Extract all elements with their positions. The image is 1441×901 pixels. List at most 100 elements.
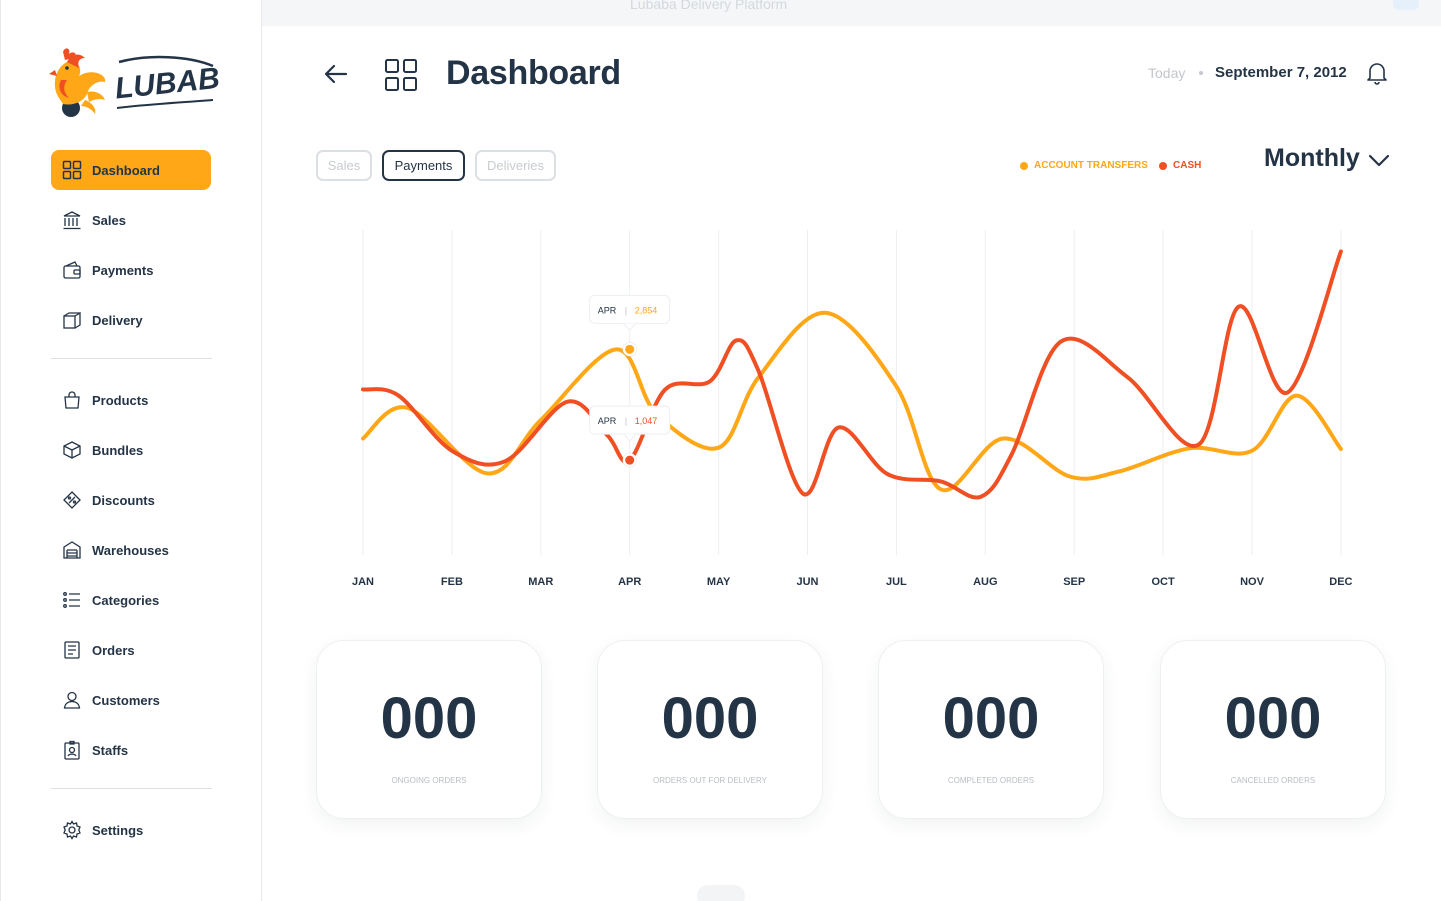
- legend-account-transfers: ACCOUNT TRANSFERS: [1020, 160, 1148, 171]
- legend-dot: [1159, 161, 1167, 170]
- x-tick-label: APR: [618, 576, 641, 588]
- back-arrow-icon[interactable]: [322, 60, 350, 88]
- sidebar-item-settings[interactable]: Settings: [51, 810, 211, 850]
- stat-card-orders-out-for-delivery[interactable]: 000 ORDERS OUT FOR DELIVERY: [597, 640, 823, 819]
- payments-line-chart: JAN FEB MAR APR MAY JUN JUL AUG SEP OCT NOV DEC APR |…: [352, 230, 1353, 588]
- x-tick-label: MAR: [528, 576, 553, 588]
- tab-sales[interactable]: Sales: [316, 150, 372, 181]
- sidebar-item-discounts[interactable]: Discounts: [51, 480, 211, 520]
- sidebar-item-label: Settings: [92, 822, 144, 838]
- tooltip-account-transfers: APR | 2,854: [589, 294, 671, 357]
- window-close-button[interactable]: [1393, 0, 1419, 10]
- discount-tag-icon: [61, 489, 83, 511]
- tooltip-divider: |: [625, 305, 627, 315]
- notification-bell-icon[interactable]: [1366, 61, 1388, 85]
- warehouse-icon: [61, 539, 83, 561]
- lubaba-logo: LUBABA: [49, 48, 219, 117]
- legend-cash: CASH: [1159, 160, 1201, 171]
- tab-payments[interactable]: Payments: [382, 150, 465, 181]
- sidebar-item-label: Dashboard: [92, 162, 160, 178]
- shopping-bag-icon: [61, 389, 83, 411]
- sidebar: LUBABA Dashboard Sales Payments Delivery…: [0, 0, 262, 901]
- stat-value: 000: [380, 686, 478, 751]
- wallet-icon: [61, 259, 83, 281]
- sidebar-divider: [51, 358, 212, 359]
- chevron-down-icon[interactable]: [1368, 152, 1390, 168]
- list-icon: [61, 589, 83, 611]
- tooltip-divider: |: [625, 416, 627, 426]
- sidebar-item-products[interactable]: Products: [51, 380, 211, 420]
- data-point-account-transfers[interactable]: [625, 344, 635, 354]
- gear-icon: [61, 819, 83, 841]
- rooster-logo-icon: [49, 48, 106, 117]
- tooltip-cash: APR | 1,047: [589, 405, 671, 468]
- sidebar-item-payments[interactable]: Payments: [51, 250, 211, 290]
- x-tick-label: OCT: [1151, 576, 1175, 588]
- page-title: Dashboard: [446, 54, 621, 92]
- sidebar-item-label: Sales: [92, 212, 126, 228]
- tab-deliveries[interactable]: Deliveries: [475, 150, 556, 181]
- x-tick-label: JUN: [796, 576, 818, 588]
- tooltip-pointer: [623, 323, 637, 332]
- package-icon: [61, 439, 83, 461]
- series-line-account-transfers: [361, 310, 1343, 493]
- stat-caption: CANCELLED ORDERS: [1230, 776, 1316, 785]
- current-date: September 7, 2012: [1215, 64, 1347, 81]
- stat-caption: ORDERS OUT FOR DELIVERY: [653, 776, 767, 785]
- date-separator: [1199, 71, 1203, 75]
- x-tick-label: JAN: [352, 576, 374, 588]
- stat-value: 000: [661, 686, 759, 751]
- sidebar-item-delivery[interactable]: Delivery: [51, 300, 211, 340]
- series-line-cash: [361, 249, 1343, 500]
- legend-label: ACCOUNT TRANSFERS: [1034, 160, 1148, 171]
- sidebar-item-bundles[interactable]: Bundles: [51, 430, 211, 470]
- delivery-box-icon: [61, 309, 83, 331]
- sidebar-item-label: Orders: [92, 642, 135, 658]
- sidebar-item-label: Staffs: [92, 742, 129, 758]
- sidebar-item-sales[interactable]: Sales: [51, 200, 211, 240]
- stat-value: 000: [942, 686, 1040, 751]
- tooltip-value: 2,854: [635, 305, 658, 315]
- legend-dot: [1020, 161, 1028, 170]
- stat-card-ongoing-orders[interactable]: 000 ONGOING ORDERS: [316, 640, 542, 819]
- stat-value: 000: [1224, 686, 1322, 751]
- tooltip-box: [589, 405, 671, 435]
- window-titlebar: Lubaba Delivery Platform: [262, 0, 1441, 26]
- user-icon: [61, 689, 83, 711]
- window-title: Lubaba Delivery Platform: [630, 0, 788, 12]
- sidebar-item-label: Customers: [92, 692, 160, 708]
- id-badge-icon: [61, 739, 83, 761]
- x-tick-label: DEC: [1329, 576, 1352, 588]
- sidebar-item-label: Bundles: [92, 442, 144, 458]
- orders-icon: [61, 639, 83, 661]
- sidebar-item-label: Discounts: [92, 492, 155, 508]
- stat-caption: ONGOING ORDERS: [391, 776, 467, 785]
- sidebar-item-customers[interactable]: Customers: [51, 680, 211, 720]
- x-tick-label: SEP: [1063, 576, 1085, 588]
- sidebar-item-dashboard[interactable]: Dashboard: [51, 150, 211, 190]
- stat-card-completed-orders[interactable]: 000 COMPLETED ORDERS: [878, 640, 1104, 819]
- sidebar-item-label: Products: [92, 392, 149, 408]
- legend-label: CASH: [1173, 160, 1202, 171]
- sidebar-item-staffs[interactable]: Staffs: [51, 730, 211, 770]
- brand-wordmark: LUBABA: [113, 59, 219, 105]
- sidebar-item-label: Warehouses: [92, 542, 169, 558]
- dashboard-grid-icon: [61, 159, 83, 181]
- bottom-handle[interactable]: [697, 885, 745, 901]
- tooltip-category: APR: [598, 416, 617, 426]
- x-tick-label: JUL: [886, 576, 907, 588]
- dashboard-grid-icon: [385, 59, 417, 91]
- sidebar-item-label: Delivery: [92, 312, 143, 328]
- x-tick-label: NOV: [1240, 576, 1265, 588]
- sidebar-item-label: Categories: [92, 592, 160, 608]
- tooltip-pointer: [623, 433, 637, 442]
- today-label: Today: [1148, 65, 1186, 81]
- period-select[interactable]: Monthly: [1264, 144, 1360, 172]
- sidebar-item-orders[interactable]: Orders: [51, 630, 211, 670]
- data-point-cash[interactable]: [625, 455, 635, 465]
- bank-icon: [61, 209, 83, 231]
- stat-caption: COMPLETED ORDERS: [947, 776, 1035, 785]
- sidebar-item-categories[interactable]: Categories: [51, 580, 211, 620]
- stat-card-cancelled-orders[interactable]: 000 CANCELLED ORDERS: [1160, 640, 1386, 819]
- sidebar-item-warehouses[interactable]: Warehouses: [51, 530, 211, 570]
